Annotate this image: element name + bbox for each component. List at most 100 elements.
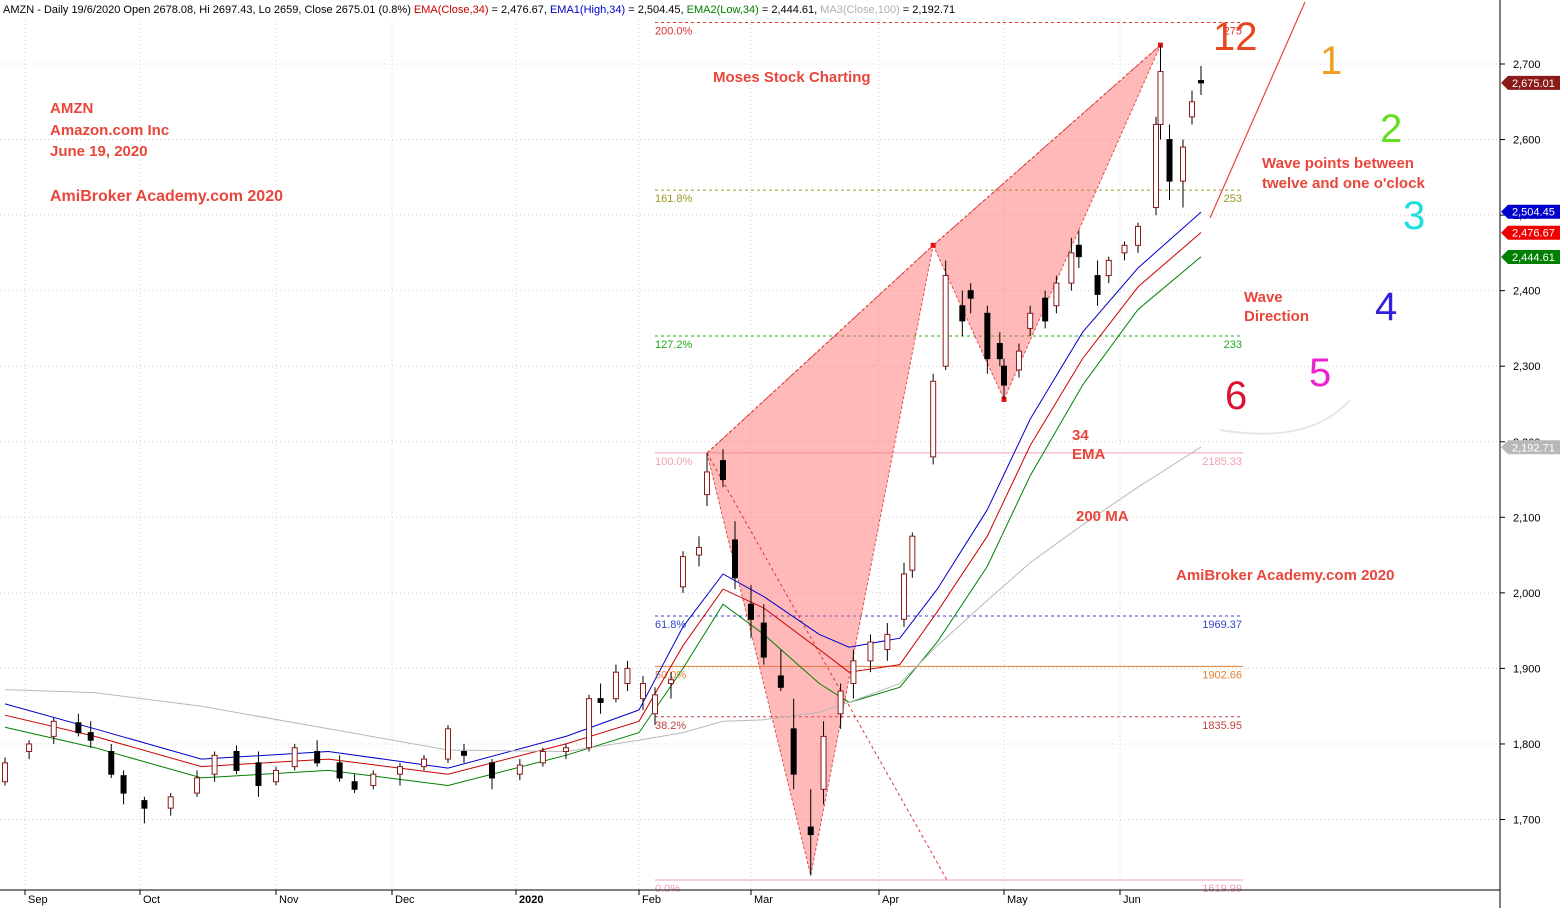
x-tick-label: Oct <box>143 894 160 906</box>
x-tick-label: Mar <box>754 894 773 906</box>
harmonic-pattern <box>706 42 1163 881</box>
candle-body <box>1198 80 1204 84</box>
ema-label-2: EMA <box>1072 446 1106 463</box>
candle-body <box>516 764 523 775</box>
candle-body <box>120 775 127 794</box>
header-segment: AMZN - Daily 19/6/2020 Open 2678.08, Hi … <box>3 4 414 16</box>
ema-label-1: 34 <box>1072 427 1089 444</box>
candle-body <box>930 380 937 458</box>
x-tick-label: Dec <box>395 894 415 906</box>
candle-body <box>884 633 891 651</box>
fib-level-left-label: 161.8% <box>655 193 693 205</box>
candle-body <box>720 460 726 481</box>
candle-body <box>942 275 949 367</box>
candle-body <box>777 675 784 688</box>
header-segment: MA3(Close,100) <box>820 4 899 16</box>
wave-direction-line2: Direction <box>1244 308 1309 325</box>
header-segment: = 2,504.45, <box>625 4 686 16</box>
price-tag-label: 2,476.67 <box>1512 228 1555 240</box>
candle-body <box>1042 297 1049 322</box>
candle-body <box>370 773 377 787</box>
clock-number-5: 5 <box>1309 351 1331 395</box>
pattern-projection-line <box>706 452 948 881</box>
x-axis: Sep Oct Nov Dec 2020 Feb Mar Apr May Jun <box>0 889 1500 906</box>
candle-body <box>704 471 710 496</box>
fib-level-right-label: 1835.95 <box>1202 720 1242 732</box>
candle-body <box>640 683 646 700</box>
candle-body <box>50 720 57 737</box>
x-tick-label: 2020 <box>519 894 543 906</box>
pattern-triangle-bcd <box>932 44 1161 401</box>
fib-level-left-label: 0.0% <box>655 883 680 895</box>
price-tag <box>1501 249 1560 264</box>
pattern-triangle-xab <box>706 243 934 876</box>
y-tick-label: 1,900 <box>1513 663 1541 675</box>
header-segment: = 2,444.61, <box>759 4 820 16</box>
price-tag <box>1501 440 1560 455</box>
fib-level-right-label: 1969.37 <box>1202 619 1242 631</box>
x-tick-label: Apr <box>882 894 899 906</box>
candle-body <box>211 754 218 775</box>
price-tag <box>1501 204 1560 219</box>
price-tag <box>1501 75 1560 90</box>
candle-body <box>351 781 358 790</box>
pattern-line-bd <box>932 44 1161 246</box>
candle-body <box>790 728 797 775</box>
pattern-point-marker <box>930 242 936 248</box>
y-tick-label: 2,400 <box>1513 286 1541 298</box>
candle-body <box>1121 244 1128 254</box>
candle-body <box>2 762 8 783</box>
candle-body <box>652 694 658 715</box>
wave-clock <box>1209 1 1351 435</box>
candle-body <box>996 343 1003 360</box>
candle-body <box>867 641 874 662</box>
x-tick-label: Jun <box>1123 894 1141 906</box>
y-tick-label: 1,800 <box>1513 739 1541 751</box>
candle-body <box>26 743 33 753</box>
wave-direction-arrow <box>1209 1 1306 219</box>
brand-left: AmiBroker Academy.com 2020 <box>50 188 283 205</box>
x-tick-label: Sep <box>28 894 48 906</box>
clock-number-4: 4 <box>1375 285 1397 329</box>
brand-right: AmiBroker Academy.com 2020 <box>1176 567 1394 584</box>
price-tag-label: 2,675.01 <box>1512 78 1555 90</box>
grid <box>0 20 1500 890</box>
fib-level-right-label: 275 <box>1224 25 1242 37</box>
y-axis: 1,7001,8001,9002,0002,1002,2002,3002,400… <box>1499 0 1560 908</box>
candle-body <box>167 796 174 809</box>
candle-body <box>233 751 240 771</box>
x-tick-label: Feb <box>642 894 661 906</box>
candle-body <box>1001 365 1007 386</box>
date-label: June 19, 2020 <box>50 143 148 160</box>
candle-body <box>807 826 814 836</box>
header-segment: EMA(Close,34) <box>414 4 489 16</box>
clock-number-6: 6 <box>1225 374 1247 418</box>
candle-body <box>421 758 427 768</box>
candle-body <box>668 679 674 685</box>
candle-body <box>984 312 991 360</box>
candle-body <box>141 800 148 809</box>
candle-body <box>909 535 916 571</box>
header-info: AMZN - Daily 19/6/2020 Open 2678.08, Hi … <box>3 4 955 16</box>
candle-body <box>75 722 82 734</box>
fib-level-right-label: 253 <box>1224 193 1242 205</box>
fib-level-left-label: 100.0% <box>655 456 693 468</box>
y-tick-label: 2,000 <box>1513 588 1541 600</box>
candle-body <box>624 667 631 685</box>
price-tag-label: 2,504.45 <box>1512 207 1555 219</box>
candle-body <box>696 547 702 556</box>
candle-body <box>314 751 321 764</box>
header-segment: EMA1(High,34) <box>550 4 625 16</box>
fib-level-right-label: 1619.99 <box>1202 883 1242 895</box>
candle-body <box>820 735 827 790</box>
y-tick-label: 2,300 <box>1513 361 1541 373</box>
header-segment: EMA2(Low,34) <box>687 4 759 16</box>
candle-body <box>967 290 974 299</box>
wave-points-line1: Wave points between <box>1262 155 1414 172</box>
candle-body <box>194 777 201 794</box>
candle-body <box>1015 350 1022 371</box>
fib-level-right-label: 233 <box>1224 339 1242 351</box>
candle-body <box>680 556 686 588</box>
candle-body <box>255 762 262 787</box>
